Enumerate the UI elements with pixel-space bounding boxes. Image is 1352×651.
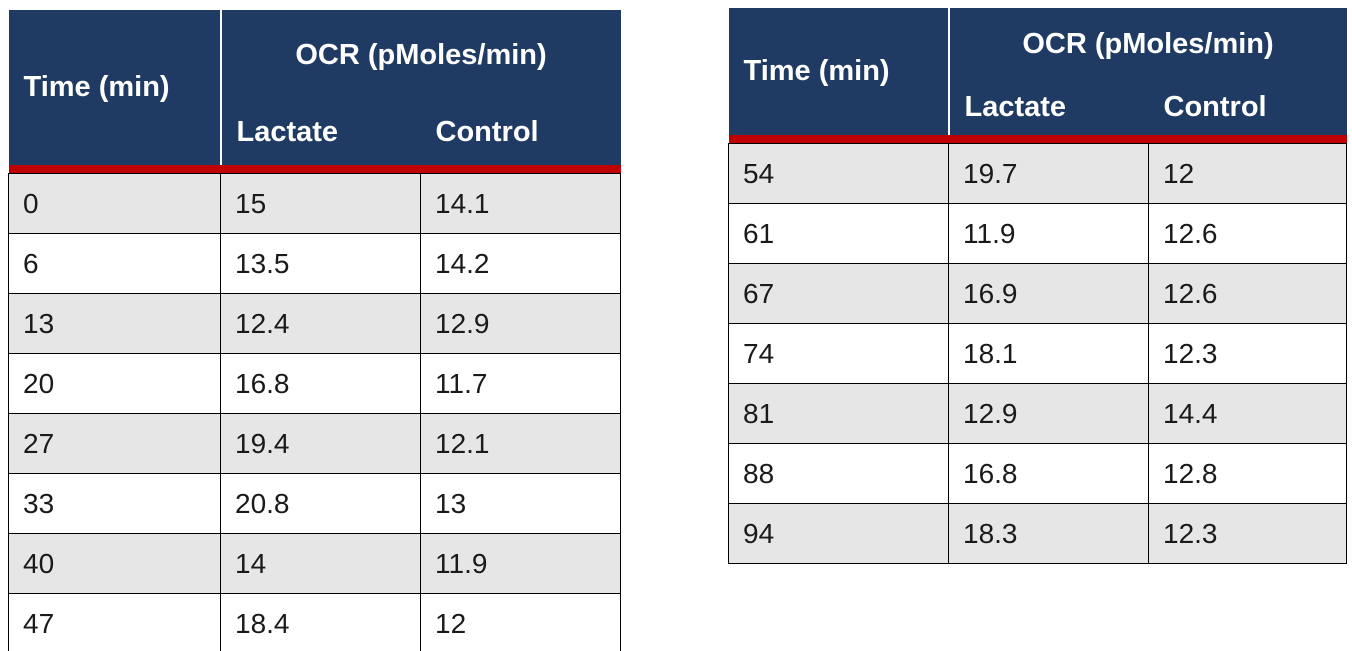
time-column-header: Time (min) bbox=[8, 10, 222, 165]
table-cell: 18.1 bbox=[948, 323, 1149, 384]
table-cell: 12.6 bbox=[1148, 203, 1347, 264]
table-cell: 16.9 bbox=[948, 263, 1149, 324]
table-1-header: Time (min) OCR (pMoles/min) Lactate Cont… bbox=[8, 10, 621, 174]
table-cell: 88 bbox=[728, 443, 949, 504]
table-cell: 13 bbox=[8, 293, 221, 354]
table-cell: 14.4 bbox=[1148, 383, 1347, 444]
table-row: 61 11.9 12.6 bbox=[728, 203, 1347, 264]
table-cell: 12.6 bbox=[1148, 263, 1347, 324]
table-row: 94 18.3 12.3 bbox=[728, 503, 1347, 564]
table-row: 54 19.7 12 bbox=[728, 143, 1347, 204]
table-cell: 18.3 bbox=[948, 503, 1149, 564]
table-cell: 16.8 bbox=[220, 353, 421, 414]
table-cell: 11.9 bbox=[420, 533, 621, 594]
table-cell: 12.9 bbox=[420, 293, 621, 354]
table-cell: 14.1 bbox=[420, 173, 621, 234]
red-accent-stripe bbox=[728, 135, 1347, 144]
table-row: 0 15 14.1 bbox=[8, 173, 621, 234]
table-row: 67 16.9 12.6 bbox=[728, 263, 1347, 324]
table-cell: 61 bbox=[728, 203, 949, 264]
table-row: 47 18.4 12 bbox=[8, 593, 621, 651]
table-cell: 81 bbox=[728, 383, 949, 444]
table-cell: 20.8 bbox=[220, 473, 421, 534]
lactate-column-header: Lactate bbox=[948, 80, 1149, 135]
table-cell: 12.3 bbox=[1148, 323, 1347, 384]
table-row: 74 18.1 12.3 bbox=[728, 323, 1347, 384]
lactate-column-header: Lactate bbox=[220, 100, 421, 165]
table-cell: 11.9 bbox=[948, 203, 1149, 264]
table-cell: 40 bbox=[8, 533, 221, 594]
table-cell: 12.3 bbox=[1148, 503, 1347, 564]
time-column-header: Time (min) bbox=[728, 8, 950, 135]
table-cell: 19.7 bbox=[948, 143, 1149, 204]
table-cell: 16.8 bbox=[948, 443, 1149, 504]
table-row: 33 20.8 13 bbox=[8, 473, 621, 534]
table-1-body: 0 15 14.1 6 13.5 14.2 13 12.4 12.9 20 16.8 11.7 27 19… bbox=[8, 173, 621, 651]
table-cell: 18.4 bbox=[220, 593, 421, 651]
table-row: 81 12.9 14.4 bbox=[728, 383, 1347, 444]
table-cell: 67 bbox=[728, 263, 949, 324]
ocr-group-header: OCR (pMoles/min) bbox=[220, 10, 621, 100]
table-cell: 20 bbox=[8, 353, 221, 414]
table-cell: 14.2 bbox=[420, 233, 621, 294]
table-cell: 12.9 bbox=[948, 383, 1149, 444]
table-cell: 74 bbox=[728, 323, 949, 384]
table-cell: 0 bbox=[8, 173, 221, 234]
control-column-header: Control bbox=[420, 100, 621, 165]
table-cell: 12.4 bbox=[220, 293, 421, 354]
table-cell: 12 bbox=[420, 593, 621, 651]
table-2-body: 54 19.7 12 61 11.9 12.6 67 16.9 12.6 74 18.1 12.3 81… bbox=[728, 143, 1347, 564]
table-2-header: Time (min) OCR (pMoles/min) Lactate Cont… bbox=[728, 8, 1347, 144]
table-row: 27 19.4 12.1 bbox=[8, 413, 621, 474]
ocr-data-table-2: Time (min) OCR (pMoles/min) Lactate Cont… bbox=[728, 8, 1347, 564]
table-cell: 27 bbox=[8, 413, 221, 474]
table-row: 40 14 11.9 bbox=[8, 533, 621, 594]
table-cell: 11.7 bbox=[420, 353, 621, 414]
table-cell: 94 bbox=[728, 503, 949, 564]
ocr-group-header: OCR (pMoles/min) bbox=[948, 8, 1347, 80]
table-cell: 12.1 bbox=[420, 413, 621, 474]
table-cell: 14 bbox=[220, 533, 421, 594]
table-row: 88 16.8 12.8 bbox=[728, 443, 1347, 504]
table-cell: 12 bbox=[1148, 143, 1347, 204]
table-row: 6 13.5 14.2 bbox=[8, 233, 621, 294]
table-cell: 6 bbox=[8, 233, 221, 294]
table-cell: 13.5 bbox=[220, 233, 421, 294]
table-cell: 47 bbox=[8, 593, 221, 651]
control-column-header: Control bbox=[1148, 80, 1347, 135]
table-row: 20 16.8 11.7 bbox=[8, 353, 621, 414]
table-row: 13 12.4 12.9 bbox=[8, 293, 621, 354]
table-cell: 33 bbox=[8, 473, 221, 534]
table-cell: 54 bbox=[728, 143, 949, 204]
table-cell: 15 bbox=[220, 173, 421, 234]
red-accent-stripe bbox=[8, 165, 621, 174]
table-cell: 12.8 bbox=[1148, 443, 1347, 504]
table-cell: 13 bbox=[420, 473, 621, 534]
ocr-data-table-1: Time (min) OCR (pMoles/min) Lactate Cont… bbox=[8, 10, 621, 651]
table-cell: 19.4 bbox=[220, 413, 421, 474]
